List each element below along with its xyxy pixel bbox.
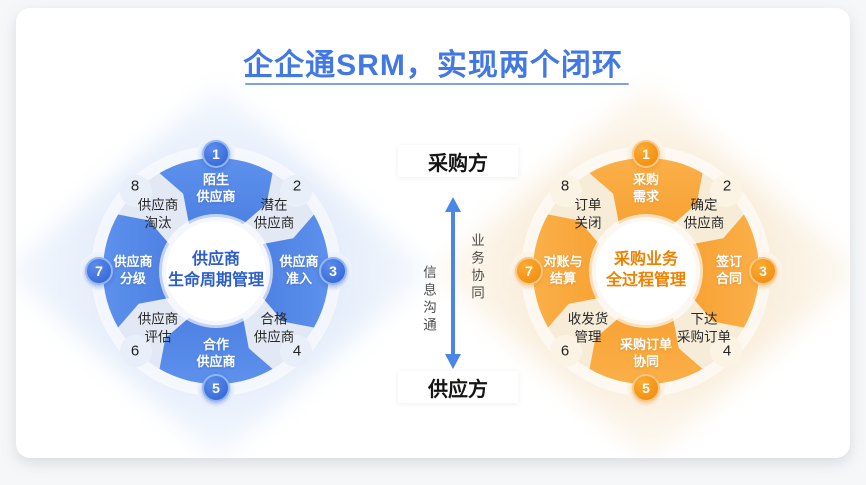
supplier-step-7-badge: 7 bbox=[85, 257, 113, 285]
procurement-step-2-number: 2 bbox=[722, 177, 732, 195]
procurement-step-8-number: 8 bbox=[560, 177, 570, 195]
procurement-step-6-label: 收发货 管理 bbox=[567, 311, 609, 344]
supplier-step-4-number: 4 bbox=[292, 342, 302, 360]
procurement-step-7-badge: 7 bbox=[515, 257, 543, 285]
supplier-step-6-number: 6 bbox=[130, 342, 140, 360]
cycle-arrow-wedges bbox=[102, 157, 330, 385]
buyer-box: 采购方 bbox=[398, 145, 518, 177]
supplier-step-4-label: 合格 供应商 bbox=[253, 311, 295, 344]
procurement-step-3-label: 签订 合同 bbox=[715, 254, 742, 286]
procurement-step-1-label: 采购 需求 bbox=[632, 172, 659, 204]
supplier-step-1-badge: 1 bbox=[202, 140, 230, 168]
supplier-step-6-label: 供应商 评估 bbox=[137, 311, 179, 344]
procurement-step-2-label: 确定 供应商 bbox=[683, 197, 725, 230]
supplier-box: 供应方 bbox=[398, 371, 518, 403]
cycle-arrow-wedges bbox=[532, 157, 760, 385]
information-communication-label: 信息沟通 bbox=[421, 265, 436, 335]
procurement-step-4-label: 下达 采购订单 bbox=[677, 311, 731, 344]
supplier-step-1-label: 陌生 供应商 bbox=[196, 172, 236, 204]
supplier-cycle-center-title: 供应商 生命周期管理 bbox=[167, 251, 264, 289]
procurement-cycle-graphic bbox=[510, 135, 782, 407]
supplier-step-2-label: 潜在 供应商 bbox=[253, 197, 295, 230]
procurement-process-cycle: 1 3 5 7 采购 需求 签订 合同 采购订单 协同 对账与 结算 2 确定 供应商 4… bbox=[476, 101, 816, 441]
procurement-step-1-badge: 1 bbox=[632, 140, 660, 168]
procurement-step-5-badge: 5 bbox=[632, 374, 660, 402]
supplier-step-3-badge: 3 bbox=[319, 257, 347, 285]
supplier-lifecycle-cycle: 1 3 5 7 陌生 供应商 供应商 准入 合作 供应商 供应商 分级 2 潜在 供应商 … bbox=[46, 101, 386, 441]
supplier-cycle-graphic bbox=[80, 135, 352, 407]
center-circle bbox=[166, 221, 266, 321]
business-collaboration-label: 业务协同 bbox=[469, 233, 484, 303]
procurement-cycle-center-title: 采购业务 全过程管理 bbox=[605, 251, 686, 289]
supplier-step-7-label: 供应商 分级 bbox=[113, 254, 153, 286]
supplier-step-3-label: 供应商 准入 bbox=[279, 254, 319, 286]
procurement-step-6-number: 6 bbox=[560, 342, 570, 360]
supplier-step-2-number: 2 bbox=[292, 177, 302, 195]
procurement-step-4-number: 4 bbox=[722, 342, 732, 360]
procurement-step-3-badge: 3 bbox=[749, 257, 777, 285]
supplier-step-5-badge: 5 bbox=[202, 374, 230, 402]
supplier-step-8-number: 8 bbox=[130, 177, 140, 195]
title-underline bbox=[245, 83, 629, 85]
double-arrow-icon bbox=[445, 197, 461, 369]
center-circle bbox=[596, 221, 696, 321]
procurement-step-8-label: 订单 关闭 bbox=[574, 197, 602, 230]
supplier-step-5-label: 合作 供应商 bbox=[196, 337, 236, 369]
ring-scallops bbox=[120, 175, 312, 367]
procurement-step-7-label: 对账与 结算 bbox=[543, 254, 583, 286]
procurement-step-5-label: 采购订单 协同 bbox=[619, 337, 672, 369]
ring-scallops bbox=[550, 175, 742, 367]
slide-card: 企企通SRM，实现两个闭环 bbox=[16, 8, 850, 458]
supplier-step-8-label: 供应商 淘汰 bbox=[137, 197, 179, 230]
page-title: 企企通SRM，实现两个闭环 bbox=[243, 49, 623, 82]
